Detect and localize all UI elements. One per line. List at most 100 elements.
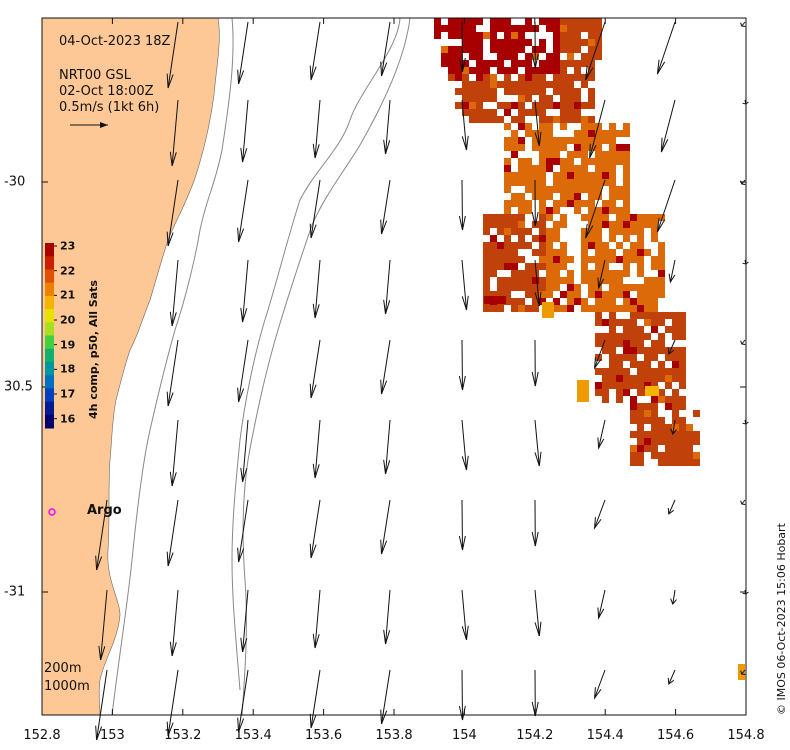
sst-cell bbox=[630, 249, 637, 256]
sst-cell bbox=[497, 242, 504, 249]
sst-cell bbox=[672, 445, 679, 452]
sst-cell bbox=[672, 396, 679, 403]
sst-cell bbox=[581, 137, 588, 144]
sst-cell bbox=[504, 32, 511, 39]
sst-cell bbox=[644, 361, 651, 368]
sst-cell bbox=[553, 67, 560, 74]
sst-cell bbox=[609, 375, 616, 382]
sst-cell bbox=[539, 39, 546, 46]
sst-cell bbox=[602, 214, 609, 221]
x-tick-label: 154.2 bbox=[516, 728, 554, 743]
sst-cell bbox=[574, 172, 581, 179]
sst-cell bbox=[616, 277, 623, 284]
sst-cell bbox=[539, 263, 546, 270]
sst-cell bbox=[476, 102, 483, 109]
sst-cell bbox=[539, 186, 546, 193]
sst-cell bbox=[511, 228, 518, 235]
sst-cell bbox=[595, 263, 602, 270]
sst-cell bbox=[560, 60, 567, 67]
sst-cell bbox=[539, 207, 546, 214]
sst-cell bbox=[588, 32, 595, 39]
sst-cell bbox=[651, 263, 658, 270]
sst-cell bbox=[644, 368, 651, 375]
sst-cell bbox=[539, 172, 546, 179]
sst-cell bbox=[560, 123, 567, 130]
sst-cell bbox=[490, 305, 497, 312]
sst-cell bbox=[623, 382, 630, 389]
sst-cell bbox=[574, 32, 581, 39]
sst-cell bbox=[637, 214, 644, 221]
current-vector bbox=[593, 339, 606, 370]
sst-cell bbox=[476, 67, 483, 74]
sst-cell bbox=[525, 18, 532, 25]
sst-cell bbox=[462, 88, 469, 95]
sst-cell bbox=[497, 18, 504, 25]
sst-cell bbox=[525, 158, 532, 165]
sst-cell bbox=[637, 424, 644, 431]
sst-cell bbox=[602, 298, 609, 305]
sst-cell bbox=[609, 193, 616, 200]
sst-cell bbox=[665, 312, 672, 319]
sst-cell bbox=[595, 270, 602, 277]
sst-cell bbox=[658, 333, 665, 340]
current-vector bbox=[585, 179, 606, 239]
sst-cell bbox=[588, 88, 595, 95]
sst-cell bbox=[574, 291, 581, 298]
sst-cell bbox=[504, 144, 511, 151]
sst-cell bbox=[504, 25, 511, 32]
sst-cell bbox=[560, 158, 567, 165]
current-vector bbox=[237, 499, 249, 563]
sst-cell bbox=[525, 39, 532, 46]
sst-cell bbox=[574, 284, 581, 291]
sst-cell bbox=[609, 186, 616, 193]
sst-cell bbox=[630, 214, 637, 221]
sst-cell bbox=[525, 25, 532, 32]
sst-cell bbox=[567, 102, 574, 109]
sst-cell bbox=[658, 389, 665, 396]
sst-cell bbox=[560, 200, 567, 207]
sst-cell bbox=[609, 340, 616, 347]
sst-cell bbox=[497, 60, 504, 67]
sst-cell bbox=[567, 74, 574, 81]
sst-cell bbox=[609, 144, 616, 151]
current-vector bbox=[95, 499, 108, 571]
sst-cell bbox=[595, 32, 602, 39]
sst-cell bbox=[532, 165, 539, 172]
sst-cell bbox=[511, 221, 518, 228]
sst-cell bbox=[686, 431, 693, 438]
sst-cell bbox=[658, 375, 665, 382]
sst-cell bbox=[539, 242, 546, 249]
sst-cell bbox=[658, 256, 665, 263]
colorbar-label: 21 bbox=[60, 288, 76, 302]
sst-cell bbox=[553, 263, 560, 270]
sst-cell bbox=[553, 137, 560, 144]
sst-cell bbox=[504, 123, 511, 130]
sst-cell bbox=[560, 18, 567, 25]
sst-cell bbox=[602, 305, 609, 312]
sst-cell bbox=[588, 221, 595, 228]
sst-cell bbox=[595, 242, 602, 249]
colorbar-segment bbox=[45, 401, 54, 416]
sst-cell bbox=[567, 60, 574, 67]
sst-cell bbox=[609, 165, 616, 172]
sst-cell bbox=[567, 158, 574, 165]
sst-cell bbox=[560, 67, 567, 74]
sst-cell bbox=[644, 417, 651, 424]
sst-cell bbox=[441, 25, 448, 32]
sst-cell bbox=[672, 368, 679, 375]
sst-cell bbox=[546, 130, 553, 137]
sst-cell bbox=[623, 221, 630, 228]
sst-cell bbox=[553, 116, 560, 123]
sst-cell bbox=[644, 354, 651, 361]
current-vector bbox=[461, 589, 469, 641]
sst-cell bbox=[588, 200, 595, 207]
sst-cell bbox=[455, 18, 462, 25]
sst-cell bbox=[588, 39, 595, 46]
current-vector bbox=[169, 259, 179, 327]
sst-cell bbox=[602, 130, 609, 137]
sst-cell bbox=[525, 270, 532, 277]
sst-cell bbox=[581, 249, 588, 256]
sst-cell bbox=[497, 291, 504, 298]
sst-cell bbox=[581, 53, 588, 60]
sst-cell bbox=[588, 305, 595, 312]
